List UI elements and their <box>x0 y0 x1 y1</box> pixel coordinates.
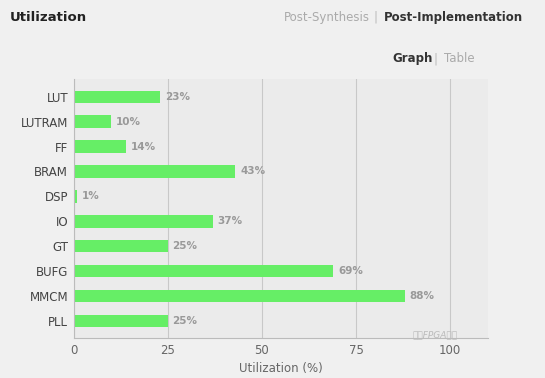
Text: 14%: 14% <box>131 142 156 152</box>
Bar <box>74 290 405 302</box>
Bar <box>74 265 334 277</box>
Text: 37%: 37% <box>217 216 243 226</box>
Text: 23%: 23% <box>165 92 190 102</box>
Bar <box>74 314 168 327</box>
Text: 69%: 69% <box>338 266 363 276</box>
X-axis label: Utilization (%): Utilization (%) <box>239 363 323 375</box>
Bar <box>74 116 111 128</box>
Text: 1%: 1% <box>82 191 100 201</box>
Bar <box>74 165 235 178</box>
Text: Post-Synthesis: Post-Synthesis <box>283 11 370 23</box>
Text: 25%: 25% <box>172 241 197 251</box>
Bar <box>74 190 77 203</box>
Bar <box>74 91 160 103</box>
Text: Utilization: Utilization <box>10 11 87 23</box>
Text: 43%: 43% <box>240 166 265 177</box>
Text: |: | <box>373 11 377 23</box>
Text: Table: Table <box>444 52 475 65</box>
Bar <box>74 215 213 228</box>
Text: 88%: 88% <box>409 291 434 301</box>
Text: Graph: Graph <box>392 52 433 65</box>
Text: 25%: 25% <box>172 316 197 326</box>
Text: |: | <box>433 52 437 65</box>
Text: Post-Implementation: Post-Implementation <box>384 11 523 23</box>
Bar <box>74 140 126 153</box>
Text: 10%: 10% <box>116 117 141 127</box>
Bar <box>74 240 168 253</box>
Text: 国产FPGA之家: 国产FPGA之家 <box>413 330 458 339</box>
